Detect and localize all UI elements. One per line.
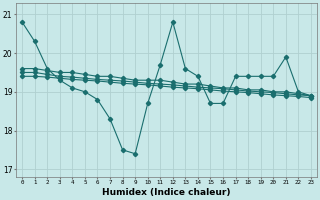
X-axis label: Humidex (Indice chaleur): Humidex (Indice chaleur) xyxy=(102,188,231,197)
